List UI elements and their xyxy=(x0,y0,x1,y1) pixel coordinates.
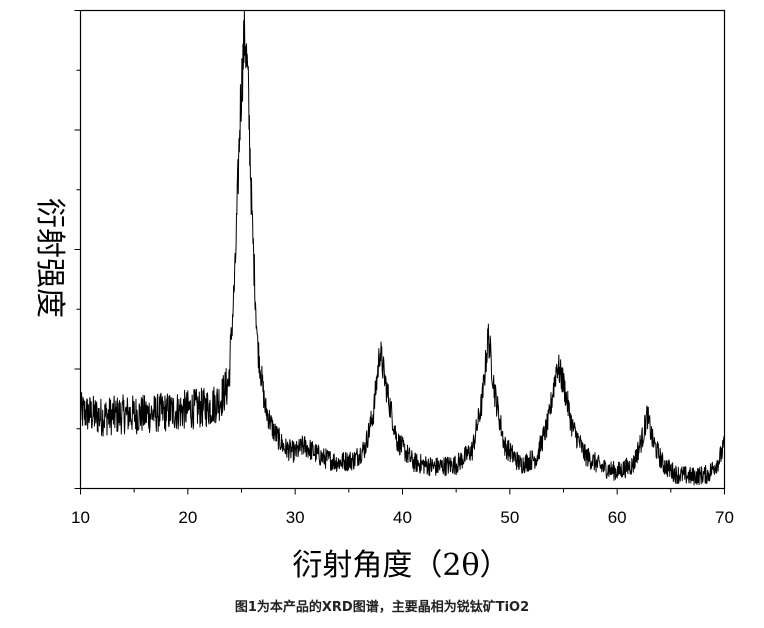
x-axis-tick-labels: 10 20 30 40 50 60 70 xyxy=(71,508,734,527)
xrd-series-line xyxy=(80,10,725,486)
x-tick-label: 40 xyxy=(393,508,412,527)
x-tick-label: 30 xyxy=(286,508,305,527)
x-tick-label: 70 xyxy=(715,508,734,527)
x-axis-title: 衍射角度（2θ） xyxy=(292,548,509,583)
y-axis-ticks xyxy=(74,10,81,489)
x-tick-label: 50 xyxy=(500,508,519,527)
plot-frame xyxy=(79,9,726,490)
x-axis-ticks xyxy=(80,488,725,495)
x-tick-label: 60 xyxy=(608,508,627,527)
x-tick-label: 20 xyxy=(178,508,197,527)
x-tick-label: 10 xyxy=(71,508,90,527)
y-axis-title: 衍射强度 xyxy=(32,198,67,318)
figure-caption: 图1为本产品的XRD图谱，主要晶相为锐钛矿TiO2 xyxy=(234,600,530,615)
